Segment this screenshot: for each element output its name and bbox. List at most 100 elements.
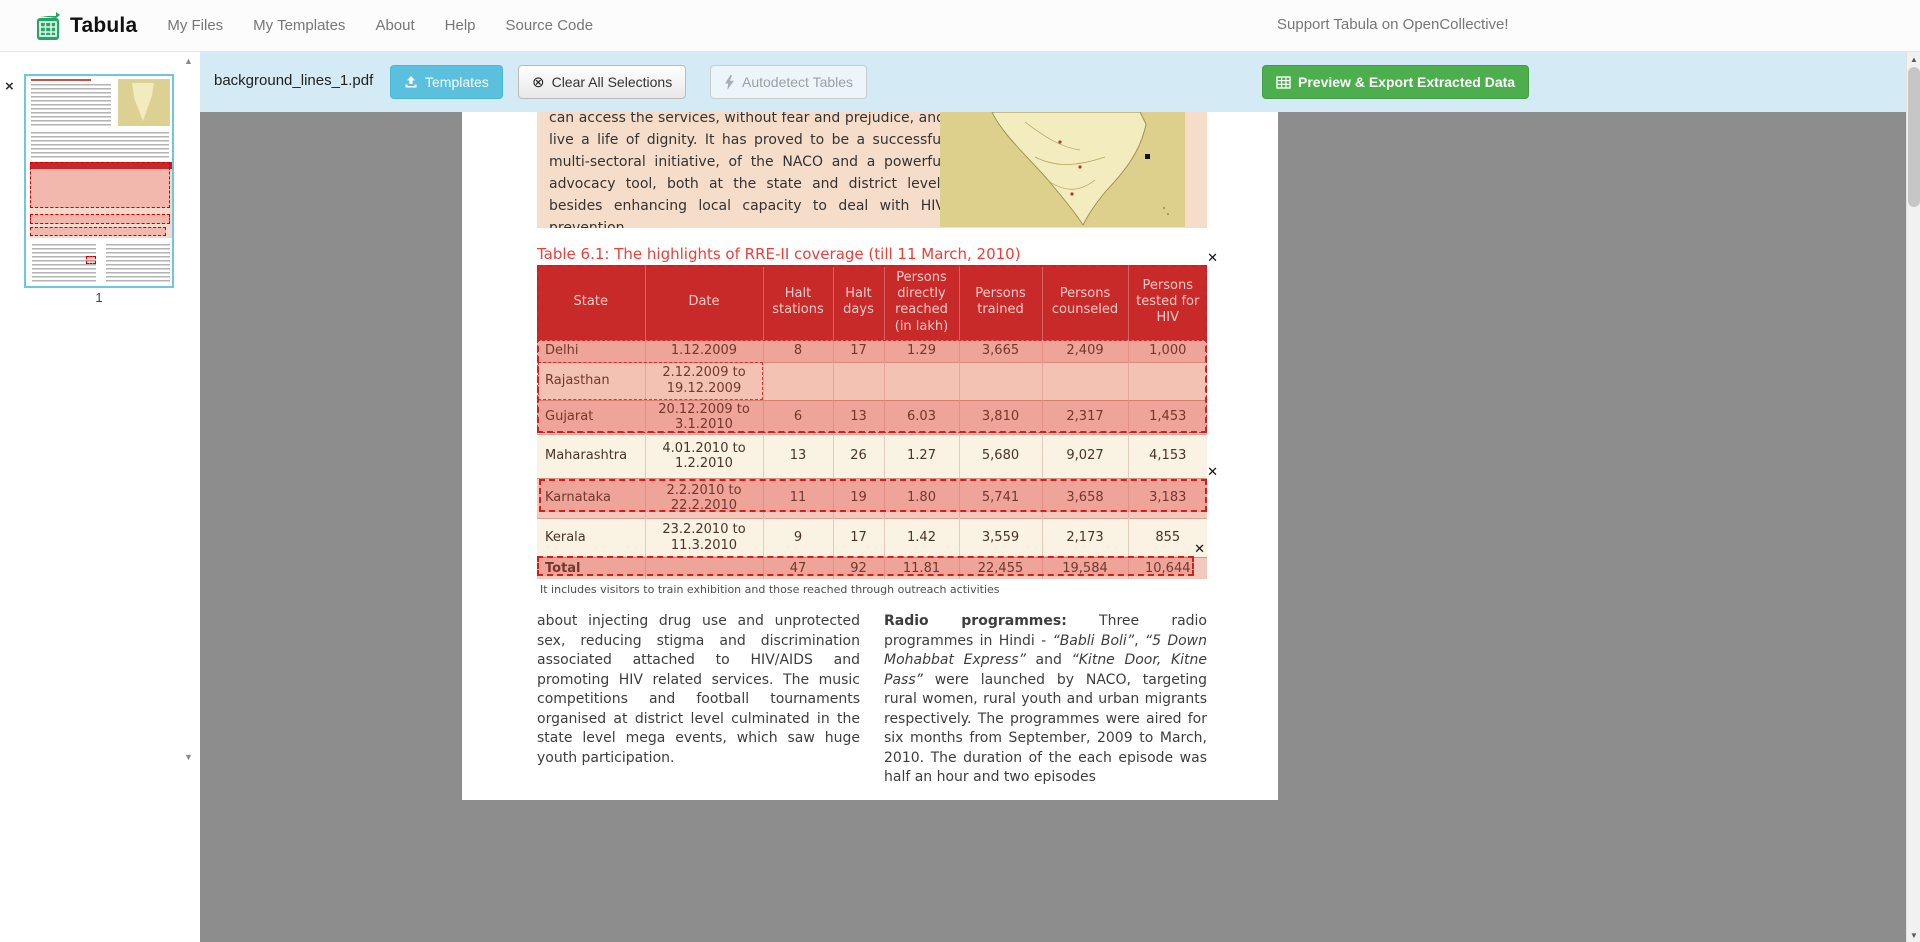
table-cell: 11.81 xyxy=(883,556,959,580)
table-title: Table 6.1: The highlights of RRE-II cove… xyxy=(537,245,1021,263)
column-header: Persons counseled xyxy=(1041,265,1128,340)
pdf-page[interactable]: can access the services, without fear an… xyxy=(462,112,1278,800)
table-cell: 23.2.2010 to 11.3.2010 xyxy=(644,517,763,558)
table-row: Kerala 23.2.2010 to 11.3.2010 9 17 1.42 3,559… xyxy=(537,517,1207,558)
sidebar: × 1 ▲ ▼ xyxy=(0,52,200,942)
text-segment: Three radio programmes in Hindi - xyxy=(884,613,1207,649)
table-icon xyxy=(1276,75,1291,89)
brand[interactable]: Tabula xyxy=(34,10,137,42)
table-selection[interactable] xyxy=(538,362,763,400)
scroll-down-button[interactable]: ▼ xyxy=(1910,930,1918,940)
right-column-text: Radio programmes: Three radio programmes… xyxy=(884,612,1207,788)
thumb-table xyxy=(30,162,172,238)
lightning-icon xyxy=(725,74,734,90)
autodetect-tables-button[interactable]: Autodetect Tables xyxy=(710,65,868,99)
table-cell: 10,644 xyxy=(1127,556,1207,580)
sidebar-scroll-down-icon[interactable]: ▼ xyxy=(184,752,193,762)
tabula-logo xyxy=(37,11,60,40)
vertical-scrollbar[interactable]: ▲ ▼ xyxy=(1906,52,1920,942)
thumb-map xyxy=(118,79,170,126)
table-selection[interactable] xyxy=(537,340,1207,433)
table-row: Gujarat 20.12.2009 to 3.1.2010 6 13 6.03 3,81… xyxy=(537,399,1207,435)
toolbar: background_lines_1.pdf Templates ⊗ Clear… xyxy=(200,52,1906,112)
column-header: Persons tested for HIV xyxy=(1127,265,1207,340)
thumb-selection xyxy=(30,227,166,236)
nav-help[interactable]: Help xyxy=(444,17,476,34)
remove-selection-button[interactable]: ✕ xyxy=(1207,464,1218,479)
preview-export-button[interactable]: Preview & Export Extracted Data xyxy=(1262,65,1530,99)
column-header: Halt stations xyxy=(762,265,833,340)
table-cell: 92 xyxy=(832,556,884,580)
table-cell: 855 xyxy=(1127,517,1207,558)
thumb-text-column xyxy=(32,244,96,282)
thumb-table-header xyxy=(30,162,172,169)
table-selection[interactable]: ✕ xyxy=(539,464,1218,512)
text-segment: Radio programmes: xyxy=(884,613,1067,629)
sidebar-scroll-up-icon[interactable]: ▲ xyxy=(184,56,193,66)
export-button-label: Preview & Export Extracted Data xyxy=(1298,74,1516,90)
column-header: Persons directly reached (in lakh) xyxy=(883,265,959,340)
table-cell xyxy=(1127,361,1207,400)
filename-label: background_lines_1.pdf xyxy=(214,72,374,89)
table-cell xyxy=(883,361,959,400)
templates-icon xyxy=(405,76,417,88)
table-cell: 2.12.2009 to 19.12.2009 xyxy=(644,361,763,400)
thumb-selection xyxy=(86,256,96,264)
thumb-selection xyxy=(30,162,170,208)
remove-selection-button[interactable]: ✕ xyxy=(1207,250,1218,265)
table-cell: 4,153 xyxy=(1127,433,1207,479)
table-cell: 20.12.2009 to 3.1.2010 xyxy=(644,399,763,435)
table-selection[interactable]: ✕ xyxy=(537,541,1205,576)
table-cell: 19,584 xyxy=(1041,556,1128,580)
support-link[interactable]: Support Tabula on OpenCollective! xyxy=(1277,16,1509,33)
table-cell: 26 xyxy=(832,433,884,479)
navbar: Tabula My Files My Templates About Help … xyxy=(0,0,1920,52)
autodetect-button-label: Autodetect Tables xyxy=(742,74,854,90)
table-cell: 6.03 xyxy=(883,399,959,435)
table-row: Rajasthan 2.12.2009 to 19.12.2009 xyxy=(537,361,1207,400)
thumb-selection xyxy=(30,214,170,224)
table-row: Delhi 1.12.2009 8 17 1.29 3,665 2,409 1,000 xyxy=(537,339,1207,362)
table-row: Maharashtra 4.01.2010 to 1.2.2010 13 26 1.27… xyxy=(537,433,1207,479)
nav-source-code[interactable]: Source Code xyxy=(505,17,594,34)
table-cell: 3,559 xyxy=(958,517,1042,558)
table-cell: Kerala xyxy=(537,517,645,558)
thumb-text-column xyxy=(106,244,170,282)
table-cell xyxy=(832,361,884,400)
table-selection[interactable]: ✕ xyxy=(537,250,1218,433)
page-thumbnail[interactable] xyxy=(24,74,174,288)
india-map-image xyxy=(940,112,1185,227)
table-cell xyxy=(1041,361,1128,400)
scroll-up-button[interactable]: ▲ xyxy=(1910,54,1918,64)
circle-x-icon: ⊗ xyxy=(532,73,545,91)
templates-button[interactable]: Templates xyxy=(390,65,503,99)
templates-button-label: Templates xyxy=(425,74,489,90)
table-cell xyxy=(958,361,1042,400)
page-number: 1 xyxy=(95,290,103,305)
nav-my-files[interactable]: My Files xyxy=(167,17,224,34)
table-footnote: It includes visitors to train exhibition… xyxy=(540,583,1000,596)
table-cell: 2,409 xyxy=(1041,339,1128,362)
column-header: Persons trained xyxy=(958,265,1042,340)
remove-selection-button[interactable]: ✕ xyxy=(1194,541,1205,556)
thumb-heading-line xyxy=(31,79,91,81)
table-cell: 3,810 xyxy=(958,399,1042,435)
intro-paragraph: can access the services, without fear an… xyxy=(549,112,945,228)
main-nav: My Files My Templates About Help Source … xyxy=(167,17,593,34)
table-cell: 1.27 xyxy=(883,433,959,479)
nav-about[interactable]: About xyxy=(375,17,415,34)
remove-page-button[interactable]: × xyxy=(5,78,14,95)
scrollbar-thumb[interactable] xyxy=(1908,67,1920,207)
table-cell: 17 xyxy=(832,339,884,362)
column-header: Halt days xyxy=(832,265,884,340)
brand-title[interactable]: Tabula xyxy=(70,13,138,37)
table-cell: 4.01.2010 to 1.2.2010 xyxy=(644,433,763,479)
table-cell: 13 xyxy=(762,433,833,479)
map-legend-swatch xyxy=(1145,154,1150,159)
table-cell: 22,455 xyxy=(958,556,1042,580)
text-segment: , xyxy=(1134,632,1145,649)
clear-all-selections-button[interactable]: ⊗ Clear All Selections xyxy=(518,65,687,99)
nav-my-templates[interactable]: My Templates xyxy=(253,17,346,34)
text-segment: “5 Down Mohabbat Express” xyxy=(884,632,1207,669)
